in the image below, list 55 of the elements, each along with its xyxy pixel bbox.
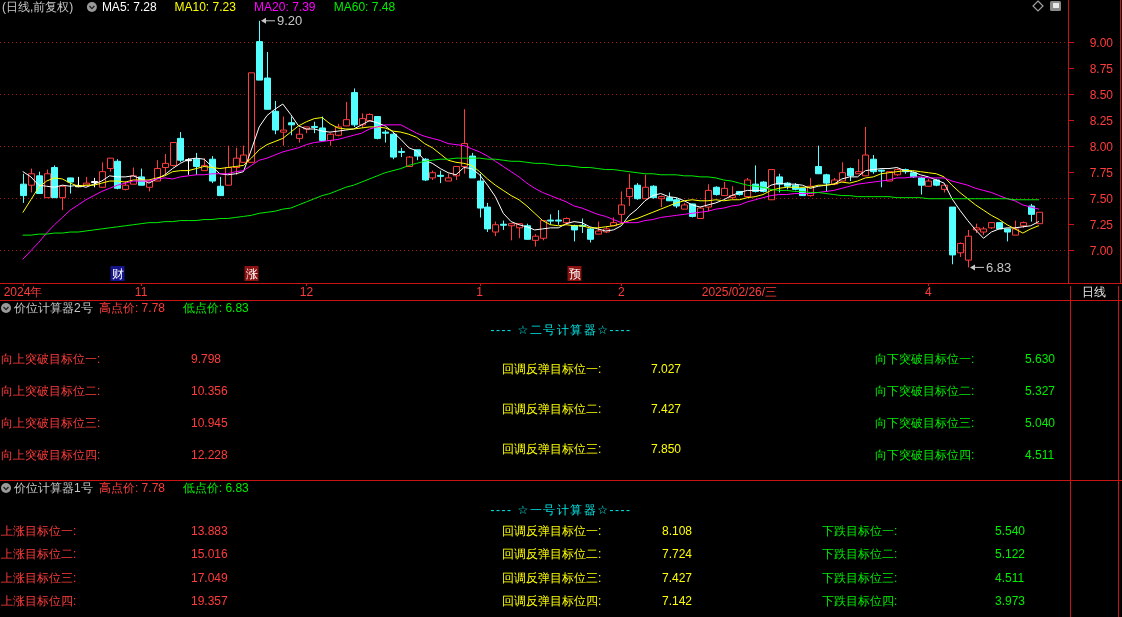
y-tick-label: 8.00 (1089, 139, 1114, 154)
text: MA5: 7.28 (101, 0, 157, 14)
text: MA60: 7.48 (333, 0, 396, 14)
text: 向上突破目标位一: 9.798 (1, 351, 222, 366)
text: 价位计算器1号 (13, 481, 93, 495)
text: 下跌目标位二: 5.122 (822, 547, 1026, 562)
text: 回调反弹目标位一: 8.108 (502, 524, 693, 538)
text: 向下突破目标位一: 5.630 (875, 351, 1056, 366)
annotation: 9.20 (277, 13, 303, 29)
text: 低点价: 6.83 (182, 481, 250, 495)
text: ---- ☆二号计算器☆---- (490, 323, 632, 337)
x-tick-label: 11 (134, 285, 148, 299)
text: 回调反弹目标位三: 7.427 (502, 570, 693, 585)
text: 上涨目标位四: 19.357 (1, 593, 229, 608)
x-tick-label: 2 (617, 285, 625, 299)
text: 回调反弹目标位二: 7.427 (502, 401, 682, 416)
y-tick-label: 7.50 (1089, 191, 1114, 206)
text: 回调反弹目标位二: 7.724 (502, 547, 693, 562)
y-tick-label: 8.50 (1089, 87, 1114, 102)
y-tick-label: 8.25 (1089, 113, 1114, 128)
text: 回调反弹目标位三: 7.850 (502, 441, 682, 456)
text: 向上突破目标位四: 12.228 (1, 448, 229, 463)
text: MA10: 7.23 (174, 0, 237, 14)
text: 低点价: 6.83 (182, 301, 250, 315)
text: ---- ☆一号计算器☆---- (490, 503, 632, 517)
x-tick-label: 2025/02/26/三 (701, 285, 778, 299)
text: 向下突破目标位四: 4.511 (875, 448, 1055, 463)
text: 价位计算器2号 (13, 301, 93, 315)
text: 高点价: 7.78 (98, 481, 166, 495)
y-tick-label: 7.75 (1089, 165, 1114, 180)
y-tick-label: 7.25 (1089, 217, 1114, 232)
text: 下跌目标位三: 4.511 (822, 570, 1025, 585)
x-tick-label: 12 (299, 285, 314, 299)
text: MA20: 7.39 (254, 0, 316, 14)
text: 回调反弹目标位四: 7.142 (502, 593, 693, 608)
x-tick-label: 4 (925, 285, 933, 299)
chart-title: (日线,前复权) (2, 0, 74, 14)
text: 向下突破目标位二: 5.327 (875, 383, 1056, 398)
text: 上涨目标位二: 15.016 (1, 547, 229, 562)
text: 向上突破目标位二: 10.356 (1, 383, 229, 398)
text: 下跌目标位四: 3.973 (822, 593, 1026, 608)
y-tick-label: 9.00 (1089, 35, 1114, 50)
text: 下跌目标位一: 5.540 (822, 524, 1026, 538)
y-tick-label: 7.00 (1089, 243, 1114, 258)
text: 上涨目标位三: 17.049 (1, 570, 229, 585)
text: 向上突破目标位三: 10.945 (1, 415, 229, 430)
y-tick-label: 8.75 (1089, 61, 1114, 76)
text: 高点价: 7.78 (98, 301, 166, 315)
text: 回调反弹目标位一: 7.027 (502, 361, 682, 376)
text: 向下突破目标位三: 5.040 (875, 415, 1056, 430)
x-tick-label: 1 (476, 285, 484, 299)
text: 上涨目标位一: 13.883 (1, 524, 229, 538)
annotation: 6.83 (986, 259, 1012, 275)
x-tick-label: 2024年 (3, 285, 43, 299)
text: 日线 (1082, 285, 1106, 299)
